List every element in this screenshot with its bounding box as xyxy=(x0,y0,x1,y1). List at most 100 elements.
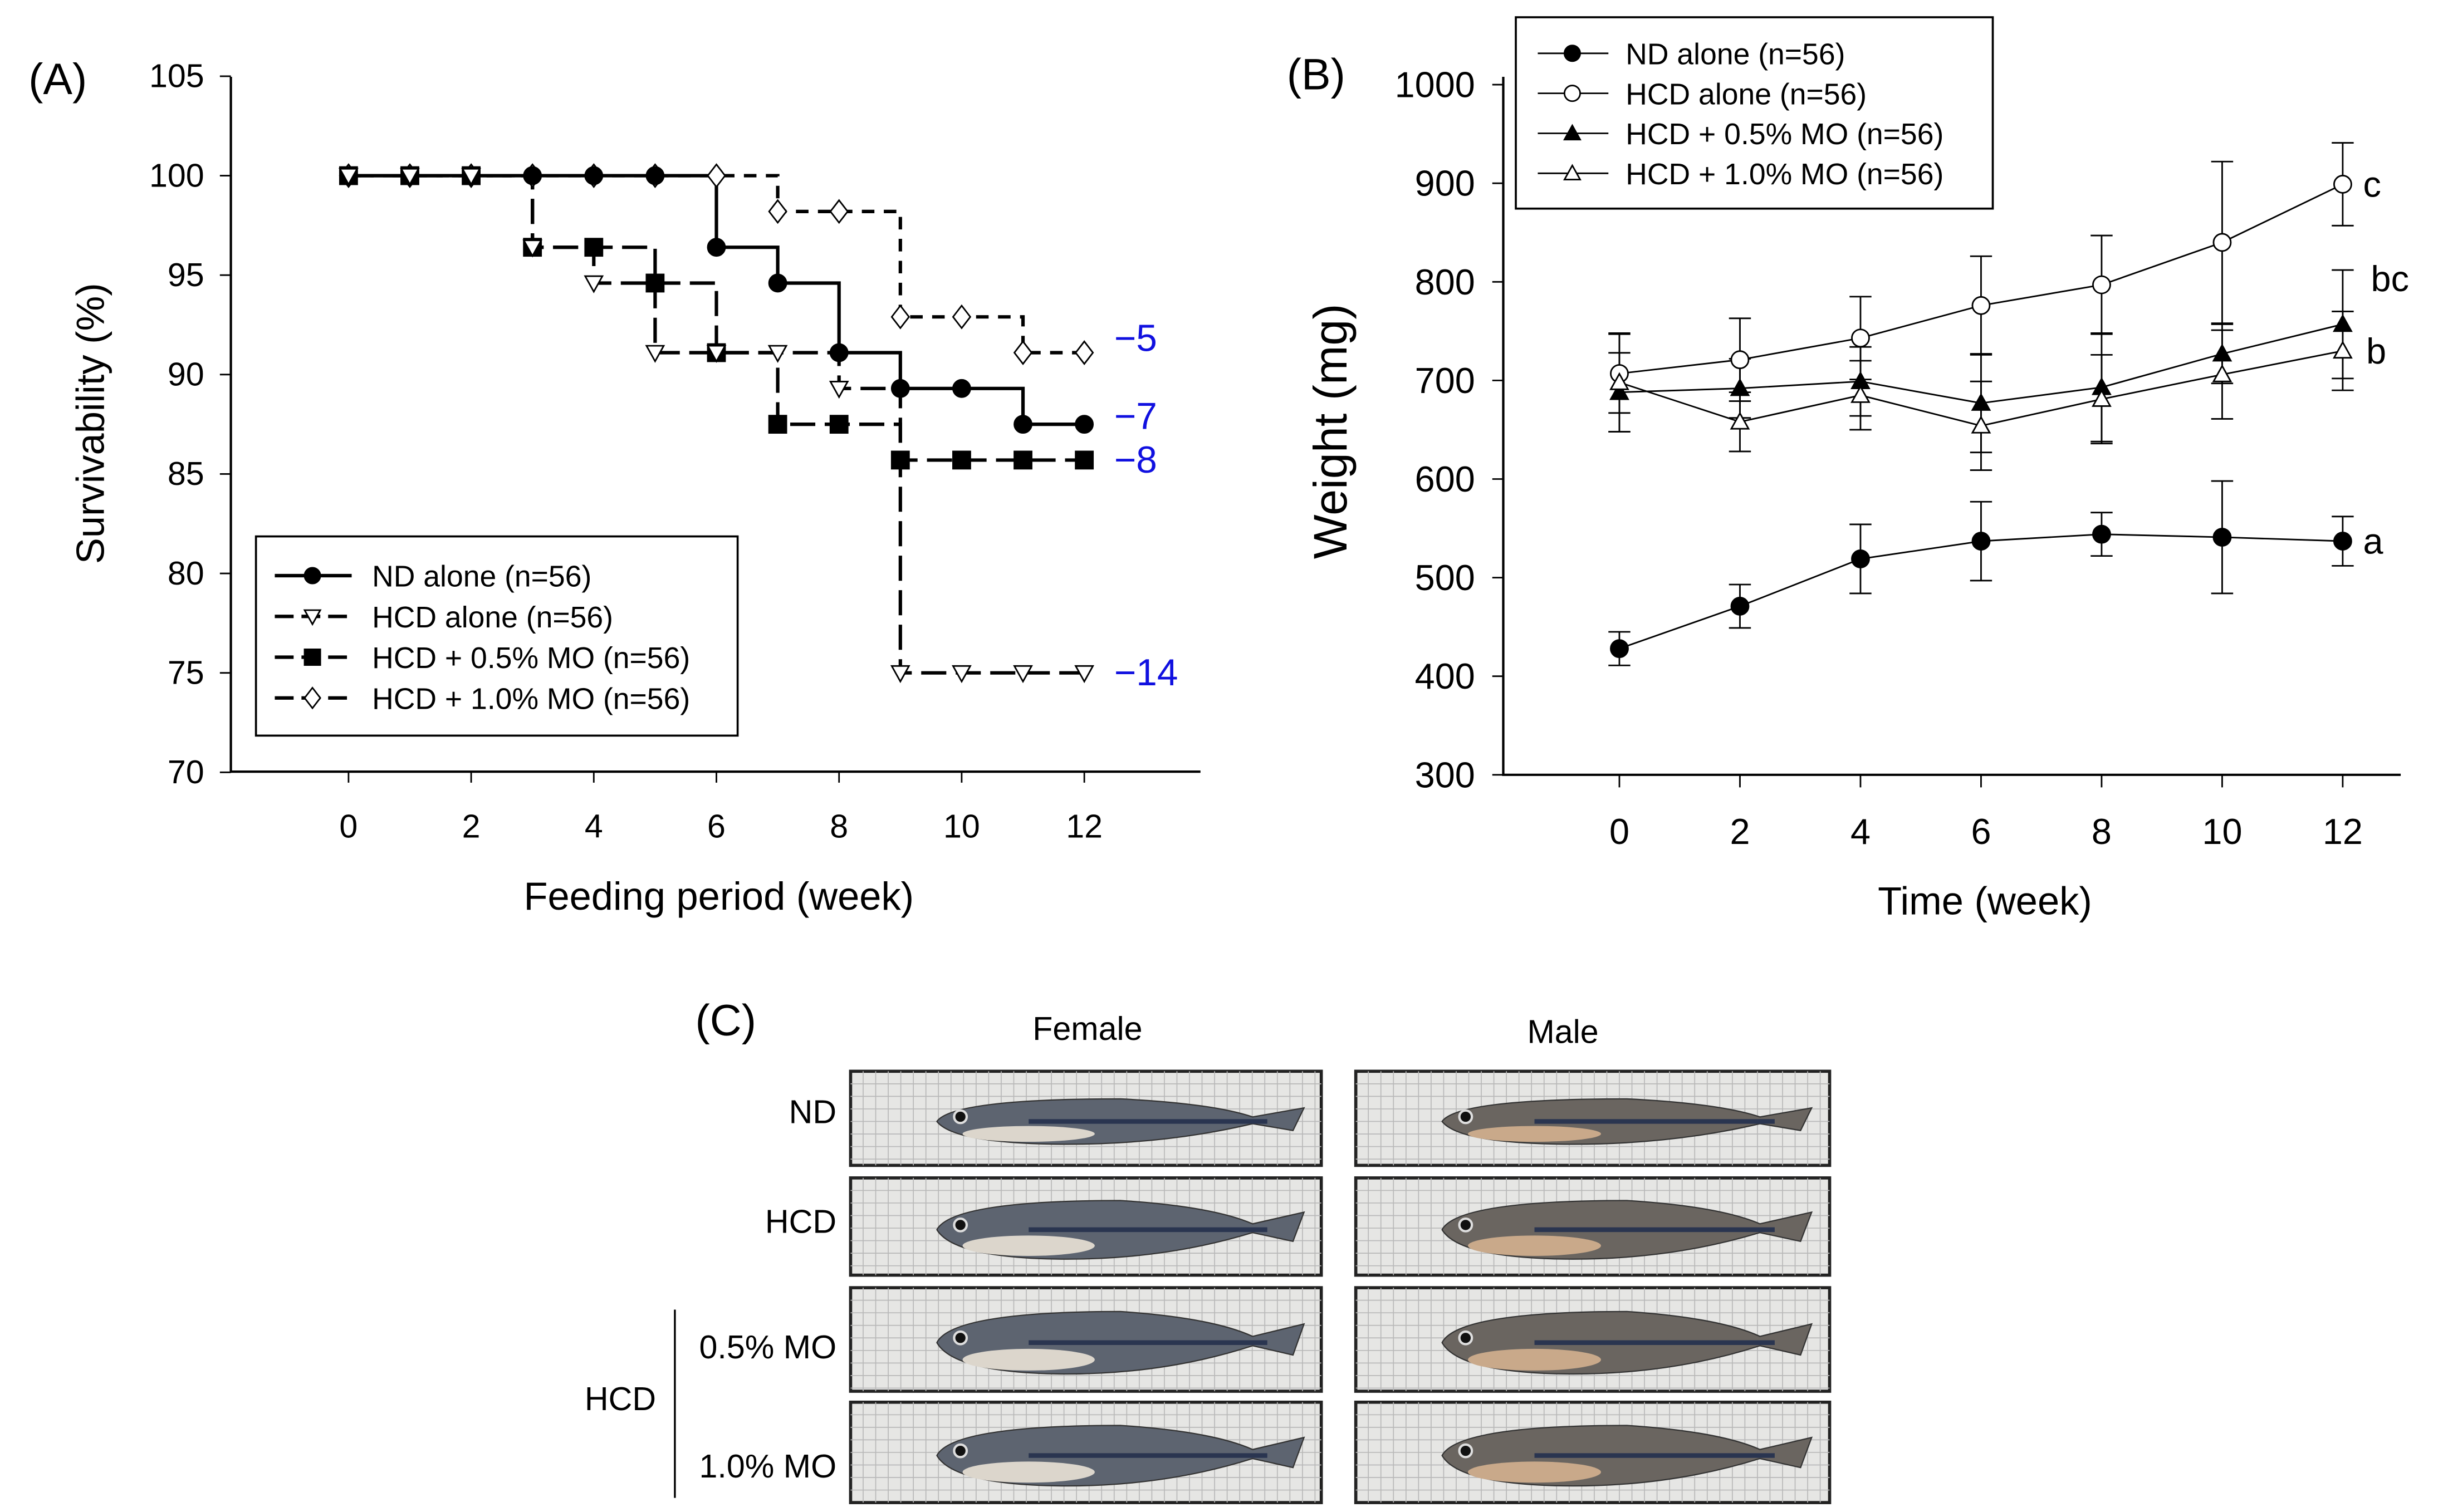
fish-photo xyxy=(849,1400,1323,1504)
data-point xyxy=(461,168,481,186)
fish-eye xyxy=(953,1109,968,1125)
fish-eye xyxy=(953,1443,968,1459)
y-tick-label: 70 xyxy=(168,753,204,791)
fish-belly xyxy=(962,1461,1095,1483)
fish-photo xyxy=(1354,1286,1832,1393)
fish-photo xyxy=(1354,1176,1832,1277)
data-point xyxy=(2212,343,2232,362)
x-tick-label: 8 xyxy=(2092,811,2112,852)
y-axis-label: Survivability (%) xyxy=(68,283,112,564)
y-tick-label: 700 xyxy=(1415,360,1475,401)
x-tick-label: 12 xyxy=(2323,811,2363,852)
data-point xyxy=(890,665,910,684)
y-tick-label: 1000 xyxy=(1395,65,1475,105)
data-point xyxy=(400,168,420,186)
fish-eye xyxy=(1458,1443,1473,1459)
data-point xyxy=(1013,340,1033,365)
data-point xyxy=(1609,372,1629,390)
x-tick-label: 10 xyxy=(2202,811,2242,852)
column-female: Female xyxy=(1032,1010,1142,1047)
y-tick-label: 75 xyxy=(168,654,204,691)
data-point xyxy=(2333,175,2352,194)
data-point xyxy=(2092,524,2111,544)
fish-photo xyxy=(849,1286,1323,1393)
legend-marker xyxy=(303,567,321,585)
x-tick-label: 2 xyxy=(1730,811,1750,852)
x-tick-label: 12 xyxy=(1066,808,1103,845)
data-point xyxy=(768,273,787,293)
survival-line xyxy=(348,174,1085,675)
data-point xyxy=(768,415,787,434)
x-tick-label: 0 xyxy=(339,808,358,845)
data-point xyxy=(1850,385,1871,403)
y-tick-label: 105 xyxy=(149,57,204,95)
data-point xyxy=(1075,415,1094,434)
deaths-label: −8 xyxy=(1114,439,1157,481)
legend-marker xyxy=(1563,45,1581,62)
data-point xyxy=(1074,340,1094,365)
y-tick-label: 80 xyxy=(168,554,204,592)
data-point xyxy=(890,450,910,470)
legend-label: HCD + 1.0% MO (n=56) xyxy=(1626,158,1943,191)
data-point xyxy=(2333,340,2353,359)
data-point xyxy=(829,343,849,362)
column-male: Male xyxy=(1527,1013,1598,1050)
panel-a-label: (A) xyxy=(28,55,87,104)
data-point xyxy=(890,379,910,398)
data-point xyxy=(1971,532,1991,551)
data-point xyxy=(767,345,788,363)
data-point xyxy=(890,304,910,330)
x-tick-label: 4 xyxy=(1850,811,1871,852)
data-point xyxy=(706,345,727,363)
row-10-mo: 1.0% MO xyxy=(699,1447,837,1485)
fish-belly xyxy=(962,1126,1095,1142)
row-05-mo: 0.5% MO xyxy=(699,1328,837,1366)
data-point xyxy=(1074,665,1095,684)
fish-eye xyxy=(953,1218,968,1233)
legend-label: HCD alone (n=56) xyxy=(1626,78,1867,111)
data-point xyxy=(1971,392,1991,411)
fish-eye xyxy=(1458,1330,1473,1346)
data-point xyxy=(2212,364,2232,382)
fish-belly xyxy=(1468,1235,1602,1256)
fish-photo xyxy=(1354,1069,1832,1167)
data-point xyxy=(2212,233,2232,252)
data-point xyxy=(707,163,726,189)
data-point xyxy=(584,166,604,185)
data-point xyxy=(584,275,604,293)
legend-label: HCD + 0.5% MO (n=56) xyxy=(1626,118,1943,151)
data-point xyxy=(1609,382,1629,400)
legend-label: ND alone (n=56) xyxy=(1626,38,1845,71)
panel-b-label: (B) xyxy=(1287,50,1345,99)
legend-label: HCD + 0.5% MO (n=56) xyxy=(372,642,690,675)
survival-chart: (A) Feeding period (week) Survivability … xyxy=(28,55,1201,918)
data-point xyxy=(584,238,604,257)
data-point xyxy=(829,415,849,434)
group-hcd: HCD xyxy=(585,1380,656,1417)
data-point xyxy=(1971,415,1991,434)
y-axis-label: Weight (mg) xyxy=(1304,303,1357,559)
data-point xyxy=(1730,350,1750,370)
data-point xyxy=(1014,450,1032,470)
data-point xyxy=(1851,328,1870,348)
fish-belly xyxy=(962,1348,1095,1371)
x-tick-label: 4 xyxy=(585,808,603,845)
significance-letter: c xyxy=(2363,164,2381,204)
legend-marker xyxy=(1563,124,1582,141)
x-tick-label: 10 xyxy=(943,808,980,845)
y-tick-label: 90 xyxy=(168,356,204,393)
x-tick-label: 8 xyxy=(830,808,848,845)
fish-photo-panel: (C) Female Male ND HCD 0.5% MO 1.0% MO H… xyxy=(585,996,1832,1504)
data-point xyxy=(768,199,787,224)
y-tick-label: 95 xyxy=(168,256,204,293)
data-point xyxy=(1730,411,1750,430)
significance-letter: a xyxy=(2363,521,2383,562)
data-point xyxy=(645,273,665,293)
fish-belly xyxy=(1468,1348,1602,1371)
x-axis-label: Feeding period (week) xyxy=(523,874,914,918)
panel-c-label: (C) xyxy=(696,996,756,1045)
legend-label: ND alone (n=56) xyxy=(372,561,591,593)
fish-belly xyxy=(1468,1461,1602,1483)
data-point xyxy=(645,166,665,185)
fish-eye xyxy=(1458,1218,1473,1233)
